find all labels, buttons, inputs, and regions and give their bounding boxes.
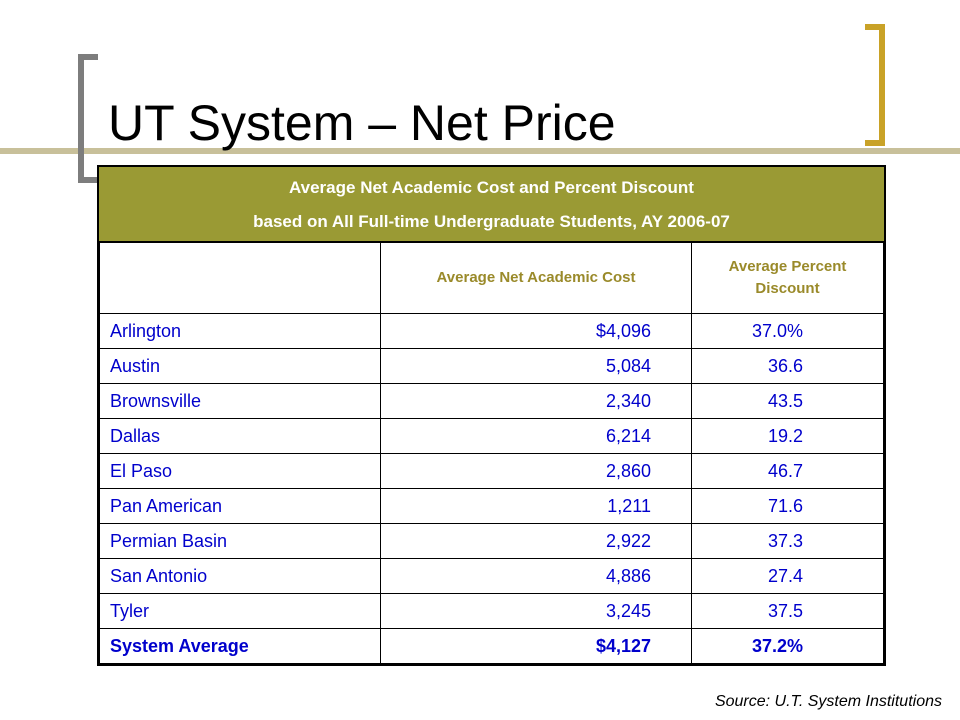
- table-row: San Antonio 4,886 27.4: [99, 558, 884, 594]
- net-cost-cell: $4,096: [380, 313, 692, 349]
- table-row: Arlington $4,096 37.0%: [99, 313, 884, 349]
- table-row: Dallas 6,214 19.2: [99, 418, 884, 454]
- left-bracket-decoration: [78, 54, 98, 183]
- campus-cell: Tyler: [99, 593, 381, 629]
- table-caption-line-1: Average Net Academic Cost and Percent Di…: [289, 178, 694, 197]
- data-table: Average Net Academic Cost Average Percen…: [99, 242, 884, 664]
- campus-cell: Brownsville: [99, 383, 381, 419]
- campus-cell: Pan American: [99, 488, 381, 524]
- net-cost-cell: 6,214: [380, 418, 692, 454]
- column-header-cost: Average Net Academic Cost: [380, 242, 692, 314]
- campus-cell: System Average: [99, 628, 381, 664]
- net-cost-cell: 2,860: [380, 453, 692, 489]
- source-note: Source: U.T. System Institutions: [714, 693, 942, 710]
- campus-cell: Arlington: [99, 313, 381, 349]
- right-bracket-decoration: [865, 24, 885, 146]
- campus-cell: San Antonio: [99, 558, 381, 594]
- campus-cell: Permian Basin: [99, 523, 381, 559]
- net-cost-cell: 1,211: [380, 488, 692, 524]
- title-rule: [0, 148, 960, 154]
- percent-discount-cell: 37.2%: [691, 628, 884, 664]
- table-row: Permian Basin 2,922 37.3: [99, 523, 884, 559]
- net-cost-cell: 5,084: [380, 348, 692, 384]
- table-row: Brownsville 2,340 43.5: [99, 383, 884, 419]
- net-cost-cell: 4,886: [380, 558, 692, 594]
- campus-cell: Austin: [99, 348, 381, 384]
- table-row: Austin 5,084 36.6: [99, 348, 884, 384]
- percent-discount-cell: 27.4: [691, 558, 884, 594]
- net-cost-cell: $4,127: [380, 628, 692, 664]
- system-average-row: System Average $4,127 37.2%: [99, 628, 884, 664]
- table-row: Tyler 3,245 37.5: [99, 593, 884, 629]
- table-caption-line-2: based on All Full-time Undergraduate Stu…: [253, 212, 730, 231]
- campus-cell: Dallas: [99, 418, 381, 454]
- column-header-row: Average Net Academic Cost Average Percen…: [99, 242, 884, 314]
- percent-discount-cell: 37.3: [691, 523, 884, 559]
- percent-discount-cell: 71.6: [691, 488, 884, 524]
- table-caption: Average Net Academic Cost and Percent Di…: [99, 167, 884, 242]
- table-row: El Paso 2,860 46.7: [99, 453, 884, 489]
- table-row: Pan American 1,211 71.6: [99, 488, 884, 524]
- campus-cell: El Paso: [99, 453, 381, 489]
- net-cost-cell: 3,245: [380, 593, 692, 629]
- column-header-discount: Average Percent Discount: [691, 242, 884, 314]
- percent-discount-cell: 46.7: [691, 453, 884, 489]
- percent-discount-cell: 19.2: [691, 418, 884, 454]
- column-header-campus: [99, 242, 381, 314]
- net-cost-cell: 2,922: [380, 523, 692, 559]
- percent-discount-cell: 37.5: [691, 593, 884, 629]
- percent-discount-cell: 43.5: [691, 383, 884, 419]
- net-cost-cell: 2,340: [380, 383, 692, 419]
- percent-discount-cell: 37.0%: [691, 313, 884, 349]
- percent-discount-cell: 36.6: [691, 348, 884, 384]
- slide-title: UT System – Net Price: [108, 95, 616, 151]
- net-price-table: Average Net Academic Cost and Percent Di…: [97, 165, 886, 666]
